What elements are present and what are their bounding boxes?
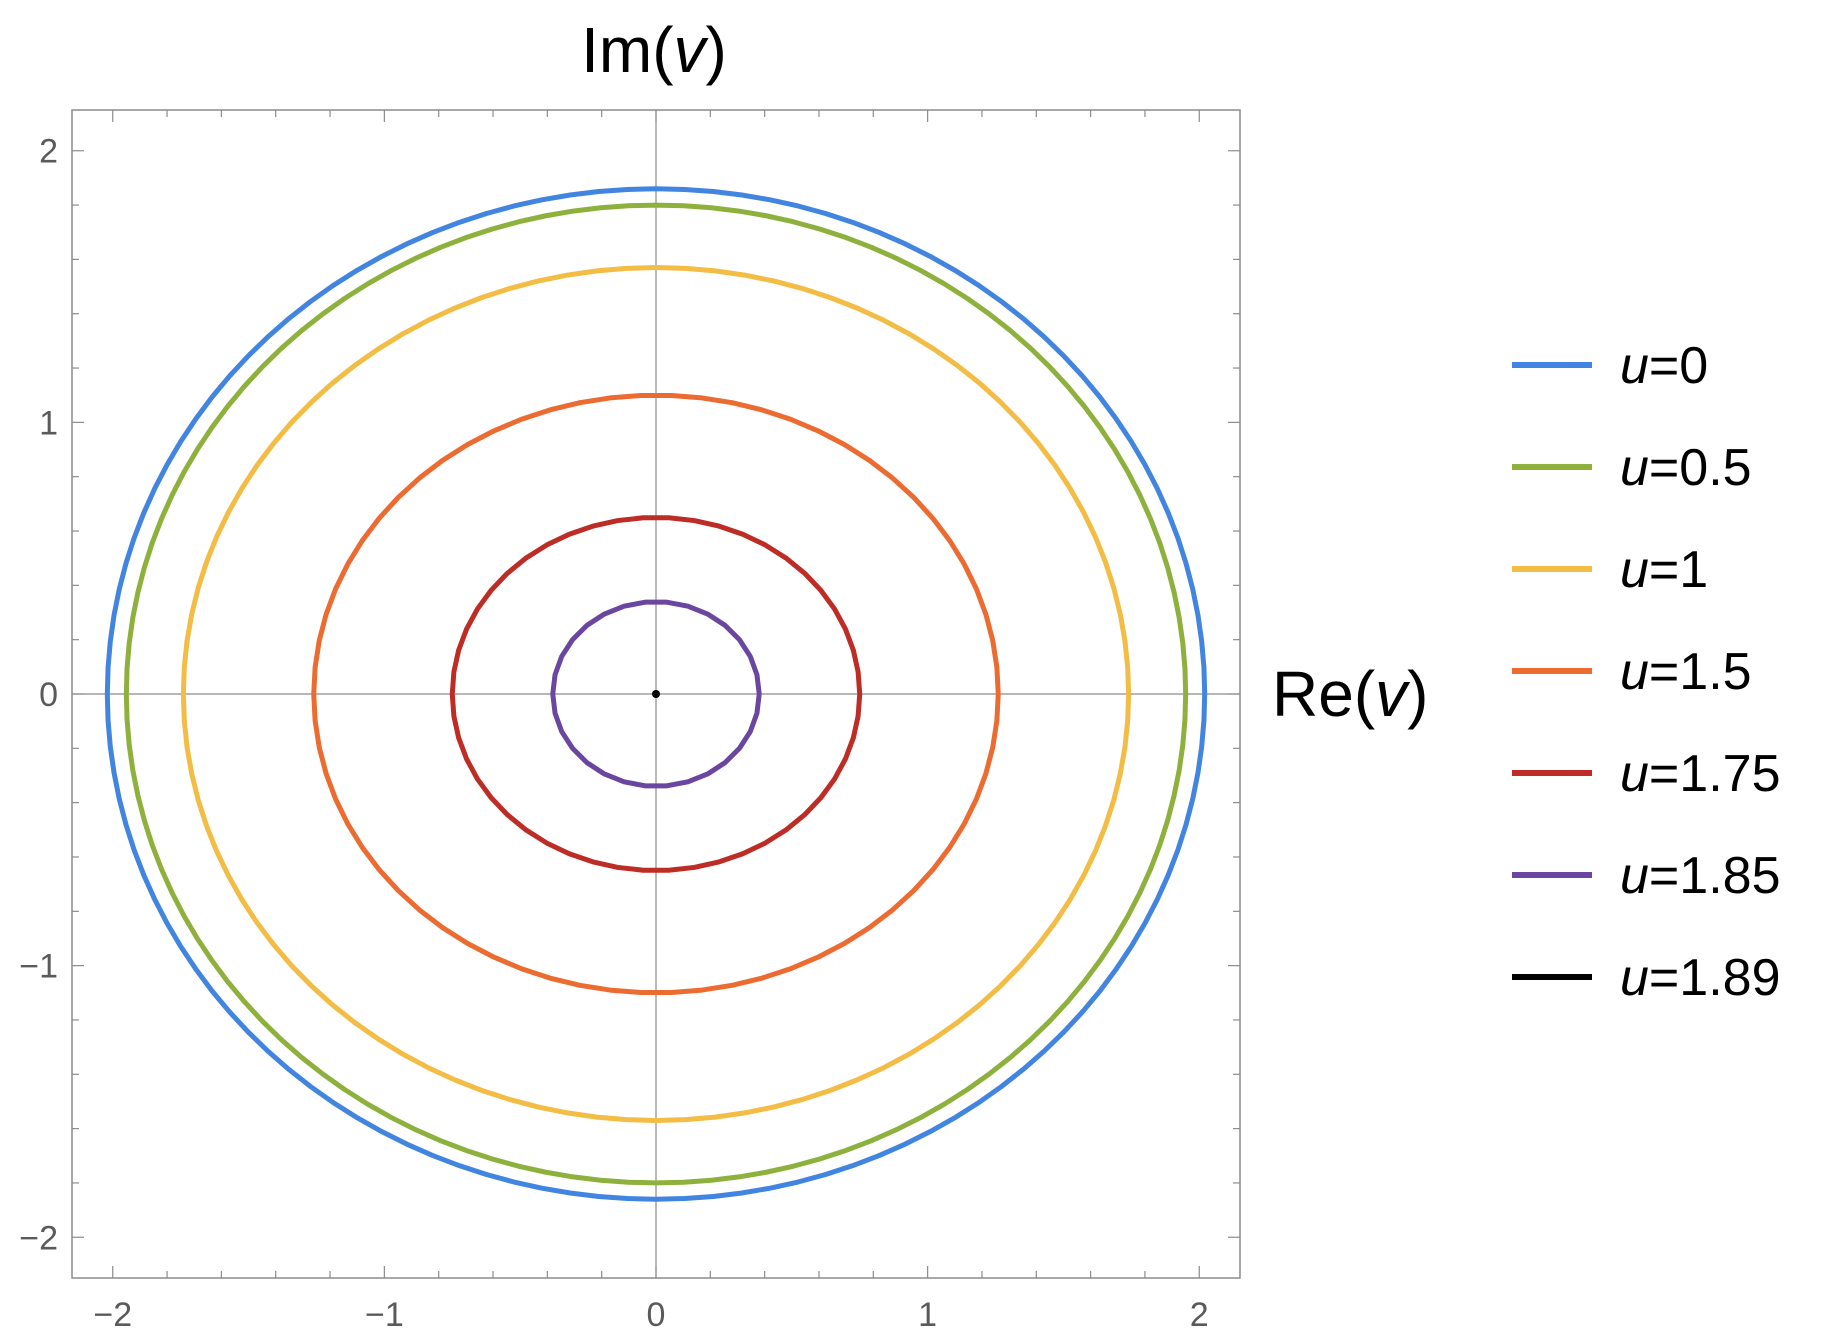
legend-label-var: u: [1620, 541, 1649, 599]
y-axis-title-prefix: Im(: [581, 14, 673, 86]
legend-label-value: =1.89: [1649, 949, 1781, 1007]
x-axis-title: Re(v): [1272, 658, 1428, 730]
legend-label-value: =1.85: [1649, 847, 1781, 905]
series-line-u-0: [104, 186, 1208, 1202]
legend-label-var: u: [1620, 949, 1649, 1007]
x-axis-title-suffix: ): [1407, 658, 1428, 730]
series-line-u-0-5: [123, 202, 1189, 1186]
legend-label: u=1.85: [1620, 847, 1781, 905]
legend-label-var: u: [1620, 745, 1649, 803]
legend-label-value: =1.75: [1649, 745, 1781, 803]
legend-label: u=0.5: [1620, 439, 1752, 497]
legend-label: u=1.75: [1620, 745, 1781, 803]
series-line-u-1-85: [550, 599, 762, 789]
legend-label: u=0: [1620, 337, 1708, 395]
series-point-u-1-89: [652, 690, 660, 698]
series-layer: [104, 186, 1208, 1202]
y-tick-label: −1: [19, 948, 58, 986]
y-tick-label: −2: [19, 1219, 58, 1257]
series-line-u-1-75: [449, 515, 863, 873]
legend-label: u=1.89: [1620, 949, 1781, 1007]
y-tick-label: 2: [39, 133, 58, 171]
x-tick-label: 0: [647, 1296, 666, 1334]
legend-label-var: u: [1620, 439, 1649, 497]
y-axis-title-suffix: ): [706, 14, 727, 86]
x-axis-title-var: v: [1375, 658, 1411, 730]
x-tick-label: 1: [918, 1296, 937, 1334]
x-tick-label: 2: [1190, 1296, 1209, 1334]
legend-label-value: =1: [1649, 541, 1708, 599]
legend-label-value: =1.5: [1649, 643, 1752, 701]
series-line-u-1: [180, 265, 1132, 1123]
x-axis-title-prefix: Re(: [1272, 658, 1375, 730]
y-tick-label: 0: [39, 676, 58, 714]
series-line-u-1-5: [311, 393, 1001, 995]
legend-label: u=1.5: [1620, 643, 1752, 701]
legend: u=0u=0.5u=1u=1.5u=1.75u=1.85u=1.89: [1512, 337, 1781, 1007]
legend-label-value: =0: [1649, 337, 1708, 395]
ticks-layer: −2 −1 0 1 2 −2 −1 0 1 2: [19, 110, 1240, 1334]
legend-label-var: u: [1620, 847, 1649, 905]
y-axis-title: Im(v): [581, 14, 727, 86]
legend-label-value: =0.5: [1649, 439, 1752, 497]
y-tick-label: 1: [39, 404, 58, 442]
y-axis-title-var: v: [674, 14, 710, 86]
x-tick-label: −2: [93, 1296, 132, 1334]
x-tick-label: −1: [365, 1296, 404, 1334]
legend-label-var: u: [1620, 337, 1649, 395]
legend-label: u=1: [1620, 541, 1708, 599]
legend-label-var: u: [1620, 643, 1649, 701]
